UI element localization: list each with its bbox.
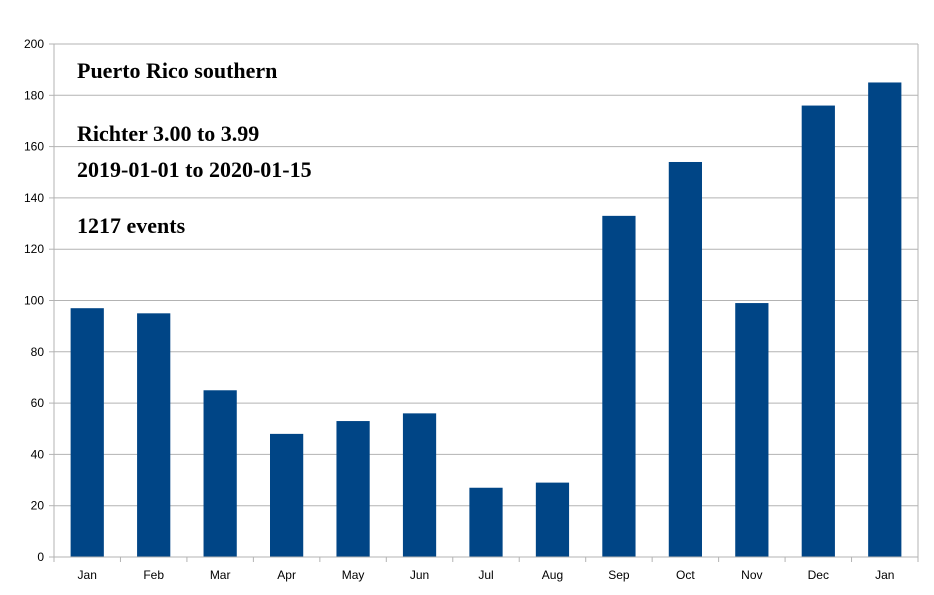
x-tick-label: Dec	[808, 568, 829, 582]
annotation-magnitude: Richter 3.00 to 3.99	[77, 121, 259, 146]
bar-mar-2	[203, 390, 237, 557]
bar-nov-10	[735, 303, 769, 557]
bar-oct-9	[668, 161, 702, 558]
x-tick-label: Nov	[741, 568, 762, 582]
bars	[70, 82, 902, 558]
y-tick-labels: 0 20 40 60 80 100 120 140 160 180 200	[24, 37, 44, 564]
annotation-date-range: 2019-01-01 to 2020-01-15	[77, 157, 312, 182]
x-tick-label: Feb	[143, 568, 164, 582]
y-tick-label: 0	[37, 550, 44, 564]
bar-jan-0	[70, 308, 104, 557]
annotations: Puerto Rico southern Richter 3.00 to 3.9…	[77, 58, 312, 238]
y-tick-label: 40	[31, 447, 45, 461]
bar-aug-7	[535, 482, 570, 557]
x-tick-label: Oct	[676, 568, 695, 582]
bar-apr-3	[270, 433, 304, 557]
y-tick-label: 20	[31, 499, 45, 513]
x-tick-label: Jan	[78, 568, 97, 582]
bar-jan-12	[868, 82, 902, 557]
y-tick-label: 140	[24, 191, 44, 205]
bar-sep-8	[602, 215, 636, 558]
x-tick-label: Mar	[210, 568, 231, 582]
x-tick-label: Apr	[277, 568, 296, 582]
bar-dec-11	[801, 105, 835, 557]
x-tick-label: Jun	[410, 568, 429, 582]
gridlines	[54, 43, 918, 507]
bar-may-4	[336, 421, 370, 557]
bar-jun-5	[402, 413, 437, 557]
y-tick-label: 180	[24, 88, 44, 102]
x-tick-labels: Jan Feb Mar Apr May Jun Jul Aug Sep Oct Nov Dec Jan	[78, 568, 895, 582]
y-tick-label: 80	[31, 345, 45, 359]
bar-jul-6	[469, 487, 503, 557]
y-tick-label: 60	[31, 396, 45, 410]
x-tick-label: May	[342, 568, 365, 582]
x-tick-label: Jan	[875, 568, 894, 582]
bar-feb-1	[137, 313, 171, 557]
y-tick-label: 160	[24, 140, 44, 154]
y-tick-label: 120	[24, 242, 44, 256]
y-tick-label: 200	[24, 37, 44, 51]
x-tick-label: Sep	[608, 568, 630, 582]
y-tick-label: 100	[24, 294, 44, 308]
axes	[49, 43, 919, 562]
annotation-event-count: 1217 events	[77, 213, 186, 238]
x-tick-label: Jul	[478, 568, 493, 582]
annotation-region: Puerto Rico southern	[77, 58, 277, 83]
x-tick-label: Aug	[542, 568, 563, 582]
